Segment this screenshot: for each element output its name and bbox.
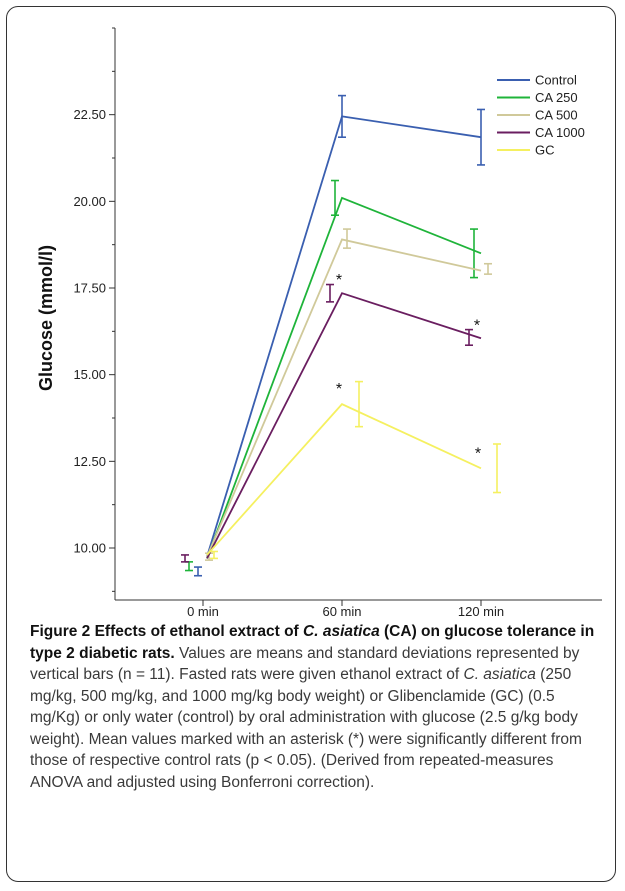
y-tick-label: 10.00 xyxy=(73,541,106,556)
legend-item: CA 500 xyxy=(497,108,578,123)
x-ticks: 0 min 60 min 120 min xyxy=(187,600,504,619)
series-line-control xyxy=(206,115,482,557)
legend-label: Control xyxy=(535,73,577,88)
error-bar xyxy=(465,328,473,347)
error-bar xyxy=(355,380,363,428)
error-bar xyxy=(326,283,334,303)
significance-asterisk: * xyxy=(475,445,481,462)
series-line-gc xyxy=(206,403,482,556)
error-bar xyxy=(477,108,485,166)
glucose-chart: Glucose (mmol/l) 10.00 12.50 15.00 17.50 20.… xyxy=(36,27,602,619)
annotations: * * * * xyxy=(336,272,481,462)
caption-body-part2: (250 mg/kg, 500 mg/kg, and 1000 mg/kg bo… xyxy=(30,666,582,791)
series-line-ca-500 xyxy=(206,238,482,558)
legend-label: CA 500 xyxy=(535,108,578,123)
error-bar xyxy=(484,262,492,275)
series-group xyxy=(181,94,501,577)
significance-asterisk: * xyxy=(336,381,342,398)
caption-body-italic: C. asiatica xyxy=(463,666,536,683)
figure-caption: Figure 2 Effects of ethanol extract of C… xyxy=(30,621,608,793)
series-line-ca-1000 xyxy=(206,292,482,559)
y-tick-label: 17.50 xyxy=(73,281,106,296)
legend-item: GC xyxy=(497,143,555,158)
y-tick-label: 22.50 xyxy=(73,107,106,122)
significance-asterisk: * xyxy=(474,317,480,334)
legend-item: Control xyxy=(497,73,577,88)
caption-title-italic: C. asiatica xyxy=(303,623,380,640)
legend-item: CA 1000 xyxy=(497,125,585,140)
figure-frame xyxy=(6,6,616,882)
legend-item: CA 250 xyxy=(497,90,578,105)
error-bar xyxy=(331,179,339,216)
legend: Control CA 250 CA 500 CA 1000 GC xyxy=(497,73,585,158)
caption-body-part1: Values are means and standard deviations… xyxy=(30,644,580,684)
y-tick-label: 15.00 xyxy=(73,367,106,382)
error-bar xyxy=(181,554,189,563)
y-axis-label: Glucose (mmol/l) xyxy=(36,245,56,391)
caption-title-part1: Figure 2 Effects of ethanol extract of xyxy=(30,623,304,640)
y-ticks: 10.00 12.50 15.00 17.50 20.00 22.50 xyxy=(73,27,115,592)
error-bar xyxy=(493,443,501,494)
error-bar xyxy=(210,550,218,560)
legend-label: CA 250 xyxy=(535,90,578,105)
x-tick-label: 120 min xyxy=(458,604,504,619)
x-tick-label: 0 min xyxy=(187,604,219,619)
legend-label: CA 1000 xyxy=(535,125,585,140)
caption-title-part2: (CA) on glucose tolerance in type 2 diab… xyxy=(30,623,595,662)
x-tick-label: 60 min xyxy=(322,604,361,619)
significance-asterisk: * xyxy=(336,272,342,289)
error-bar xyxy=(343,228,351,249)
y-tick-label: 20.00 xyxy=(73,194,106,209)
y-tick-label: 12.50 xyxy=(73,454,106,469)
error-bar xyxy=(185,561,193,572)
legend-label: GC xyxy=(535,143,555,158)
caption-title: Figure 2 Effects of ethanol extract of C… xyxy=(30,623,594,662)
error-bar xyxy=(194,566,202,577)
series-line-ca-250 xyxy=(206,196,482,559)
error-bar xyxy=(338,94,346,138)
